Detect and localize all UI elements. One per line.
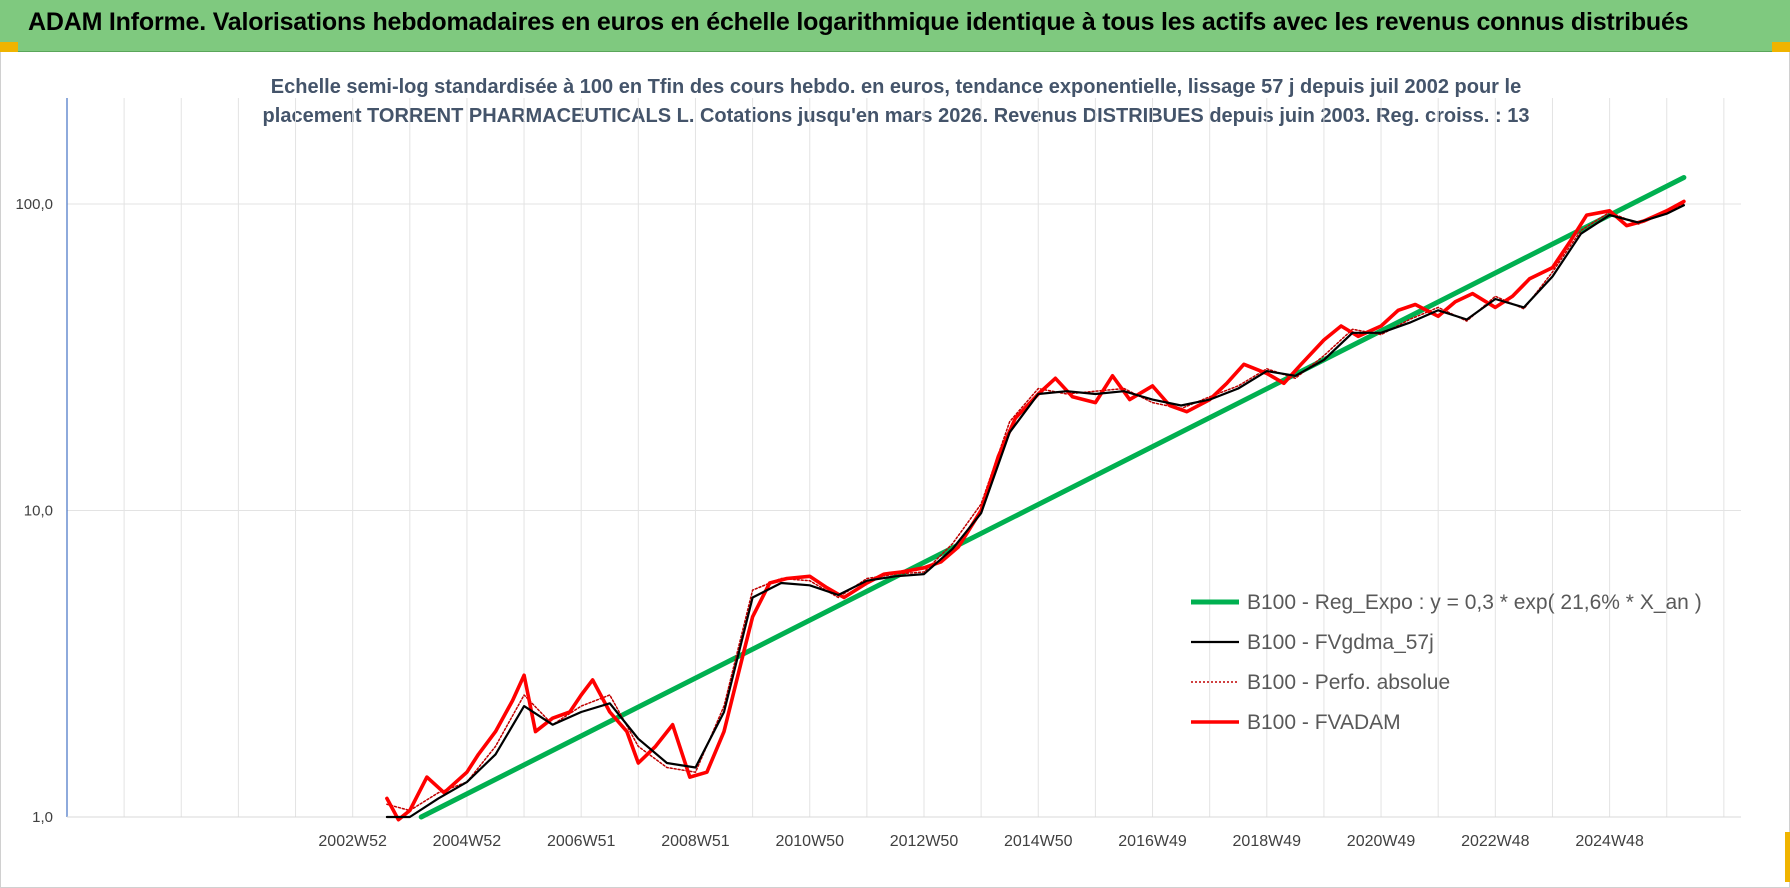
chart-title-line-1: Echelle semi-log standardisée à 100 en T… [270,76,1522,98]
legend-label-perfo: B100 - Perfo. absolue [1247,671,1450,694]
y-tick-label: 100,0 [15,196,53,213]
series-line-fvadam [385,199,1686,822]
x-tick-label: 2016W49 [1118,833,1187,850]
x-tick-label: 2010W50 [775,833,844,850]
line-chart: 1,0 10,0 100,0 2002W52 2004W52 2006W51 2008W51… [15,98,1741,850]
y-tick-label: 10,0 [24,503,53,520]
x-tick-label: 2008W51 [661,833,730,850]
chart-title-line-2: placement TORRENT PHARMACEUTICALS L. Cot… [262,105,1530,127]
series-line-smooth [385,204,1686,819]
chart-area: Echelle semi-log standardisée à 100 en T… [0,52,1790,888]
report-title: ADAM Informe. Valorisations hebdomadaire… [28,8,1689,36]
report-banner: ADAM Informe. Valorisations hebdomadaire… [0,0,1790,52]
legend-label-trend: B100 - Reg_Expo : y = 0,3 * exp( 21,6% *… [1247,591,1702,614]
x-tick-label: 2002W52 [318,833,387,850]
corner-marker-top-right [1772,42,1790,52]
y-tick-label: 1,0 [32,809,53,826]
x-tick-label: 2006W51 [547,833,616,850]
x-tick-label: 2014W50 [1004,833,1073,850]
corner-marker-top-left [0,42,18,52]
x-tick-label: 2022W48 [1461,833,1530,850]
legend-label-fvadam: B100 - FVADAM [1247,711,1401,734]
legend-label-smooth: B100 - FVgdma_57j [1247,631,1434,654]
x-tick-label: 2024W48 [1575,833,1644,850]
x-tick-label: 2020W49 [1347,833,1416,850]
x-tick-label: 2004W52 [433,833,502,850]
series-line-trend [418,175,1687,820]
x-tick-label: 2018W49 [1233,833,1302,850]
corner-marker-bottom-right [1785,832,1790,882]
x-tick-label: 2012W50 [890,833,959,850]
